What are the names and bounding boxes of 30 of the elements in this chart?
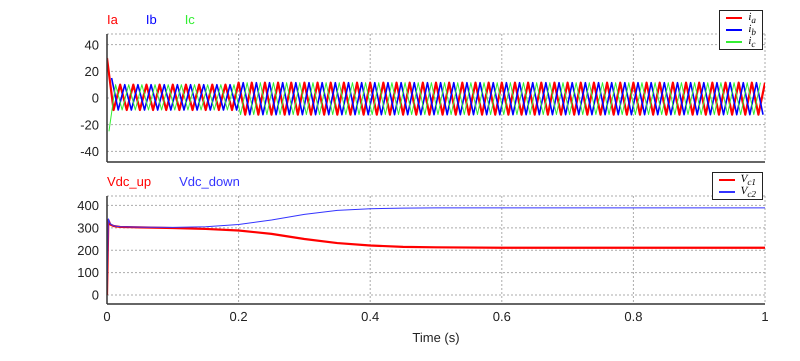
text: Ia xyxy=(107,12,118,26)
y-tick-label: 400 xyxy=(77,198,99,214)
x-tick-label: 0.8 xyxy=(624,309,642,324)
y-tick-label: 200 xyxy=(77,242,99,258)
y-tick-label: 40 xyxy=(84,37,99,52)
x-tick-label: 0 xyxy=(103,309,111,324)
y-tick-label: 0 xyxy=(92,90,99,106)
legend-label: i$_{b}$ xyxy=(748,22,756,38)
y-tick-label: -20 xyxy=(80,117,99,132)
line-series xyxy=(107,56,765,116)
x-tick-label: 0.6 xyxy=(492,309,511,324)
line-series xyxy=(110,77,764,116)
x-axis-title: Time (s) xyxy=(412,330,460,345)
x-tick-label: 0.2 xyxy=(230,309,248,324)
text: Ic xyxy=(184,12,195,26)
legend-label: i$_{a}$ xyxy=(748,10,756,26)
x-tick-label: 1 xyxy=(761,309,769,324)
text: Ib xyxy=(146,12,157,26)
y-tick-label: 300 xyxy=(77,220,99,236)
y-tick-label: 20 xyxy=(84,64,99,79)
legend-label: V$_{c1}$ xyxy=(740,172,756,188)
y-tick-label: 100 xyxy=(77,265,99,280)
legend-label: i$_{c}$ xyxy=(748,34,756,50)
y-tick-label: 0 xyxy=(92,288,99,303)
line-series xyxy=(108,82,761,132)
x-tick-label: 0.4 xyxy=(361,309,380,324)
y-tick-label: -40 xyxy=(80,144,99,159)
legend-label: V$_{c2}$ xyxy=(740,184,756,200)
text: Vdc_down xyxy=(179,174,240,188)
text: Vdc_up xyxy=(107,174,152,188)
